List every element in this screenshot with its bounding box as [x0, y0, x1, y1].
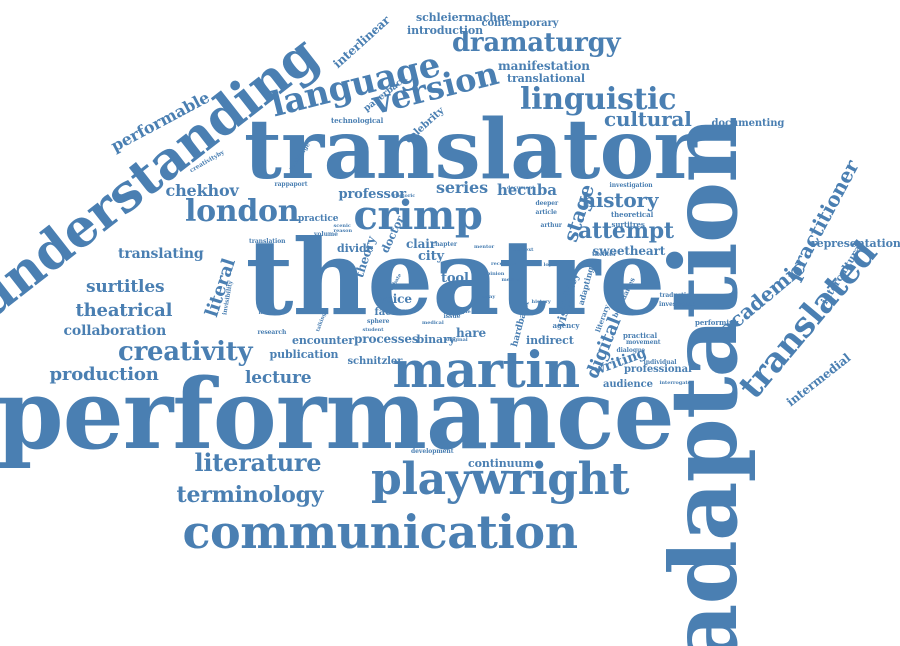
cloud-word: interrogate: [659, 379, 691, 386]
cloud-word: individual: [643, 359, 677, 366]
cloud-word: rhetoric: [393, 192, 416, 199]
cloud-word: series: [436, 178, 488, 197]
cloud-word: publication: [269, 347, 339, 361]
cloud-word: student: [362, 326, 384, 333]
cloud-word: practice: [298, 213, 339, 224]
cloud-word: performance: [0, 358, 675, 471]
cloud-word: translational: [507, 71, 585, 85]
cloud-word: medical: [422, 319, 444, 326]
cloud-word: translating: [118, 246, 204, 262]
cloud-word: issue: [443, 313, 461, 320]
cloud-word: essay: [480, 293, 496, 300]
cloud-word: dialogue: [616, 347, 646, 354]
cloud-word: agency: [552, 320, 580, 330]
cloud-word: schleiermacher: [416, 10, 510, 24]
cloud-word: sample: [451, 308, 471, 315]
cloud-word: context: [513, 246, 534, 253]
cloud-word: investigate: [659, 301, 696, 308]
cloud-word: chekhov: [165, 181, 239, 200]
cloud-word: playwright: [371, 454, 630, 505]
cloud-word: continuum: [468, 456, 534, 470]
cloud-word: encounter: [292, 333, 354, 347]
cloud-word: documenting: [711, 118, 785, 129]
cloud-word: creativity: [118, 337, 253, 367]
cloud-word: martin: [392, 340, 581, 399]
cloud-word: theatre: [245, 216, 666, 339]
cloud-word: translator: [244, 102, 697, 198]
cloud-word: indirect: [526, 333, 574, 347]
cloud-word: schnitzler: [347, 356, 403, 367]
cloud-word: reception: [491, 260, 518, 267]
cloud-word: terminology: [176, 482, 324, 508]
cloud-word: technological: [331, 115, 384, 125]
cloud-word: original: [446, 336, 468, 343]
cloud-word: performing: [695, 317, 739, 327]
cloud-word: production: [49, 364, 159, 385]
cloud-word: theater: [592, 251, 617, 258]
cloud-word: scenic: [333, 222, 351, 229]
cloud-word: collaboration: [63, 323, 167, 339]
cloud-word: literature: [194, 448, 322, 477]
cloud-word: loyal: [543, 261, 557, 268]
cloud-word: theatrical: [75, 300, 173, 321]
cloud-word: hare: [456, 326, 486, 340]
cloud-word: lecture: [245, 367, 312, 388]
cloud-word: professor: [338, 186, 407, 202]
cloud-word: representation: [811, 236, 900, 250]
cloud-word: communication: [182, 505, 579, 559]
cloud-word: method: [501, 276, 523, 283]
cloud-word: reason: [333, 227, 353, 234]
cloud-word: history: [581, 188, 659, 212]
cloud-word: mentor: [474, 243, 495, 250]
cloud-word: traduction: [659, 292, 695, 299]
cloud-word: research: [257, 329, 287, 336]
cloud-word: dramaturgy: [452, 28, 621, 58]
cloud-word: translation: [249, 238, 286, 245]
cloud-word: hecuba: [497, 180, 557, 199]
cloud-word: surtitres: [611, 219, 645, 229]
cloud-word: voice: [378, 292, 412, 306]
cloud-word: rappaport: [274, 181, 308, 188]
cloud-word: manifestation: [498, 59, 590, 73]
cloud-word: attempt: [578, 218, 674, 244]
cloud-word: tool: [441, 270, 469, 286]
cloud-word: processes: [354, 332, 419, 346]
cloud-word: audience: [603, 379, 653, 390]
cloud-word: binary: [416, 332, 456, 346]
cloud-word: london: [185, 194, 300, 229]
cloud-word: practical: [623, 330, 658, 340]
cloud-word: professional: [624, 364, 692, 375]
cloud-word: movement: [626, 339, 661, 346]
cloud-word: factor: [374, 307, 408, 318]
cloud-word: opinion: [483, 270, 505, 277]
cloud-word: investigation: [609, 182, 653, 189]
cloud-word: volume: [314, 231, 338, 238]
cloud-word: crimp: [353, 192, 483, 239]
cloud-word: chapter: [431, 241, 457, 248]
cloud-word: development: [411, 448, 454, 455]
cloud-word: introduction: [407, 23, 484, 37]
cloud-word: article: [535, 209, 557, 216]
cloud-word: history: [531, 298, 551, 305]
cloud-word: clair: [406, 237, 436, 251]
cloud-word: arthur: [540, 222, 562, 229]
cloud-word: document: [507, 184, 535, 191]
cloud-word: cultural: [604, 107, 692, 131]
cloud-word: contemporary: [481, 18, 559, 29]
cloud-word: city: [418, 248, 444, 264]
cloud-word: surtitles: [86, 276, 165, 297]
cloud-word: sweetheart: [592, 244, 666, 258]
cloud-word: theoretical: [611, 209, 654, 219]
cloud-word: narrative: [258, 309, 284, 316]
cloud-word: deeper: [535, 200, 559, 207]
cloud-word: sphere: [367, 318, 390, 325]
cloud-word: linguistic: [520, 82, 677, 117]
cloud-word: divide: [337, 241, 374, 255]
